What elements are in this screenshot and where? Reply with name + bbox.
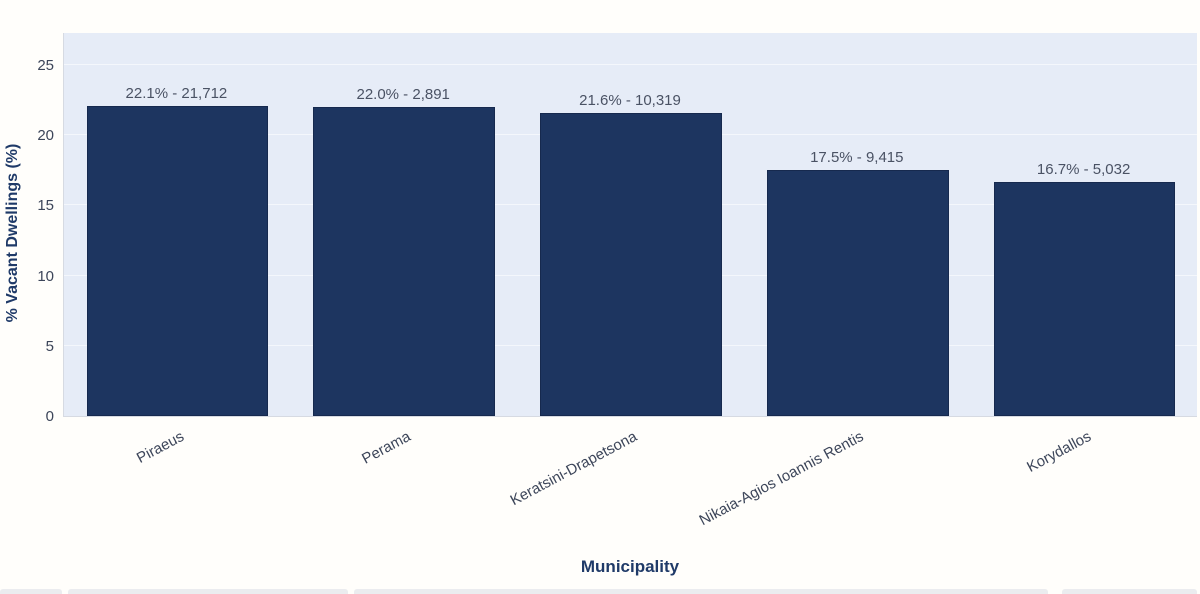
y-tick-label: 15 — [37, 197, 54, 215]
gridline — [64, 64, 1197, 65]
bar-korydallos — [993, 181, 1176, 416]
x-tick-label: Nikaia-Agios Ioannis Rentis — [696, 428, 867, 530]
bar-value-label: 16.7% - 5,032 — [1036, 160, 1131, 178]
x-tick-label: Piraeus — [133, 428, 187, 467]
bar-perama — [313, 107, 495, 416]
x-axis-title: Municipality — [580, 557, 680, 576]
y-tick-label: 10 — [37, 267, 54, 285]
bar-piraeus — [86, 105, 269, 416]
y-axis-title: % Vacant Dwellings (%) — [4, 143, 21, 323]
bar-value-label: 22.1% - 21,712 — [125, 84, 228, 102]
x-tick-label: Perama — [358, 428, 414, 468]
y-tick-label: 5 — [45, 337, 54, 355]
bar-nikaia-agios-ioannis-rentis — [767, 170, 949, 416]
bar-value-label: 17.5% - 9,415 — [810, 149, 904, 167]
x-tick-label: Keratsini-Drapetsona — [507, 428, 640, 510]
y-tick-label: 0 — [45, 408, 54, 425]
y-tick-label: 25 — [37, 56, 54, 74]
cut-off-card-top — [0, 589, 62, 594]
bar-keratsini-drapetsona — [540, 112, 722, 416]
cut-off-card-top — [1062, 589, 1197, 594]
bar-value-label: 21.6% - 10,319 — [579, 91, 681, 109]
y-tick-label: 20 — [37, 127, 54, 145]
cut-off-card-top — [354, 589, 1048, 594]
plot-area — [63, 33, 1197, 417]
bar-value-label: 22.0% - 2,891 — [356, 86, 450, 104]
cut-off-card-top — [68, 589, 348, 594]
x-tick-label: Korydallos — [1023, 428, 1094, 476]
